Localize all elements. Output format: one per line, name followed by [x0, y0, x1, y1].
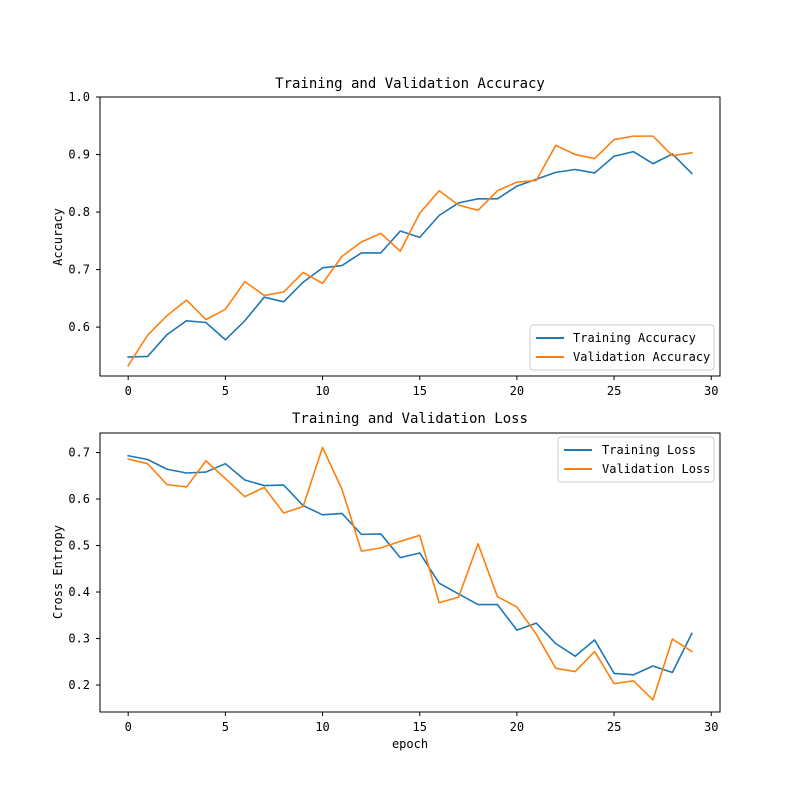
accuracy-plot-frame — [99, 96, 721, 377]
accuracy-x-tick-label: 5 — [222, 384, 229, 398]
loss-x-axis-label: epoch — [392, 737, 428, 751]
accuracy-y-tick-label: 1.0 — [68, 90, 90, 104]
legend-label-validation-accuracy: Validation Accuracy — [573, 350, 710, 364]
loss-y-tick-label: 0.4 — [68, 585, 90, 599]
loss-x-tick-label: 20 — [510, 720, 524, 734]
loss-y-tick-label: 0.3 — [68, 632, 90, 646]
loss-legend: Training Loss Validation Loss — [557, 436, 715, 483]
loss-plot-frame — [99, 432, 721, 713]
loss-ticks: 0 5 10 15 20 25 30 0.2 0.3 0.4 0.5 0.6 0.7 — [68, 446, 718, 734]
accuracy-chart: Training and Validation Accuracy Accurac… — [51, 76, 721, 398]
loss-y-tick-label: 0.2 — [68, 678, 90, 692]
accuracy-y-axis-label: Accuracy — [51, 208, 65, 266]
loss-series-line-validation-loss — [127, 446, 693, 701]
loss-x-tick-label: 0 — [125, 720, 132, 734]
accuracy-y-tick-label: 0.8 — [68, 205, 90, 219]
accuracy-y-tick-label: 0.6 — [68, 320, 90, 334]
accuracy-legend-box — [529, 324, 715, 371]
accuracy-x-tick-label: 25 — [607, 384, 621, 398]
loss-y-tick-label: 0.6 — [68, 492, 90, 506]
accuracy-series-line-training-accuracy — [127, 150, 693, 358]
accuracy-x-tick-label: 20 — [510, 384, 524, 398]
accuracy-x-tick-label: 15 — [412, 384, 426, 398]
accuracy-series-line-validation-accuracy — [127, 135, 693, 367]
accuracy-legend: Training Accuracy Validation Accuracy — [529, 324, 715, 371]
accuracy-x-tick-label: 30 — [704, 384, 718, 398]
loss-x-tick-label: 15 — [412, 720, 426, 734]
accuracy-chart-title: Training and Validation Accuracy — [275, 76, 545, 92]
loss-x-tick-label: 30 — [704, 720, 718, 734]
loss-y-axis-label: Cross Entropy — [51, 525, 65, 619]
accuracy-x-tick-label: 0 — [125, 384, 132, 398]
legend-label-validation-loss: Validation Loss — [602, 462, 710, 476]
loss-chart: Training and Validation Loss Cross Entro… — [51, 411, 721, 751]
loss-chart-title: Training and Validation Loss — [292, 411, 528, 427]
loss-y-tick-label: 0.7 — [68, 446, 90, 460]
accuracy-x-tick-label: 10 — [315, 384, 329, 398]
accuracy-y-tick-label: 0.9 — [68, 148, 90, 162]
loss-legend-box — [557, 436, 715, 483]
legend-label-training-loss: Training Loss — [602, 443, 696, 457]
loss-series-line-training-loss — [127, 454, 693, 676]
legend-label-training-accuracy: Training Accuracy — [573, 331, 696, 345]
loss-y-tick-label: 0.5 — [68, 539, 90, 553]
accuracy-lines — [127, 135, 693, 367]
loss-x-tick-label: 10 — [315, 720, 329, 734]
accuracy-y-tick-label: 0.7 — [68, 263, 90, 277]
loss-lines — [127, 446, 693, 701]
loss-x-tick-label: 25 — [607, 720, 621, 734]
loss-x-tick-label: 5 — [222, 720, 229, 734]
accuracy-ticks: 0 5 10 15 20 25 30 0.6 0.7 0.8 0.9 1.0 — [68, 90, 718, 398]
